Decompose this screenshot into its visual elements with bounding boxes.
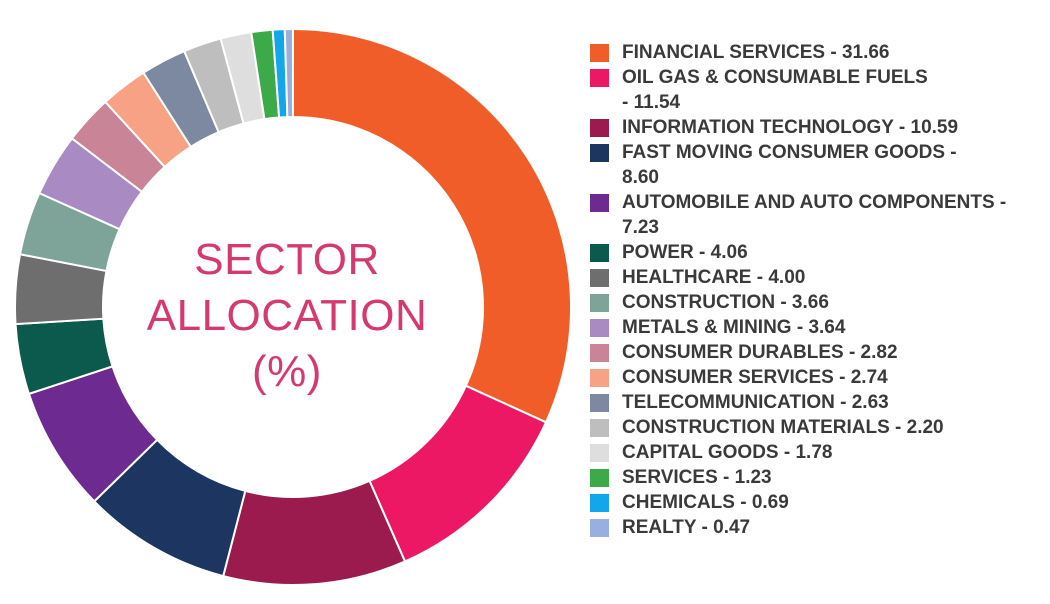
legend-item-information-technology: INFORMATION TECHNOLOGY - 10.59 [590,115,1045,140]
legend-swatch [590,269,609,287]
legend-label: CAPITAL GOODS - 1.78 [622,442,833,463]
legend-label: 8.60 [622,167,659,188]
legend-item-construction: CONSTRUCTION - 3.66 [590,290,1045,315]
legend-label: AUTOMOBILE AND AUTO COMPONENTS - [622,192,1007,213]
chart-title: SECTOR ALLOCATION (%) [112,232,462,400]
legend-item-financial-services: FINANCIAL SERVICES - 31.66 [590,40,1045,65]
legend-item-chemicals: CHEMICALS - 0.69 [590,490,1045,515]
legend-swatch [590,144,609,162]
legend-swatch [590,44,609,62]
slice-financial-services [292,27,572,424]
legend-swatch [590,394,609,412]
legend-swatch [590,469,609,487]
legend-label: FINANCIAL SERVICES - 31.66 [622,42,890,63]
legend-label: POWER - 4.06 [622,242,748,263]
legend-swatch [590,344,609,362]
chart-title-line-2: ALLOCATION [146,291,428,340]
legend-label: INFORMATION TECHNOLOGY - 10.59 [622,117,959,138]
chart-title-line-1: SECTOR [194,235,380,284]
legend-item-healthcare: HEALTHCARE - 4.00 [590,265,1045,290]
legend-item-telecommunication: TELECOMMUNICATION - 2.63 [590,390,1045,415]
legend-swatch [590,494,609,512]
legend-item-capital-goods: CAPITAL GOODS - 1.78 [590,440,1045,465]
legend-swatch [590,69,609,87]
legend-swatch [590,419,609,437]
legend-label: HEALTHCARE - 4.00 [622,267,806,288]
legend-item-services: SERVICES - 1.23 [590,465,1045,490]
legend-label: METALS & MINING - 3.64 [622,317,846,338]
legend-item-metals-mining: METALS & MINING - 3.64 [590,315,1045,340]
legend-label: CHEMICALS - 0.69 [622,492,789,513]
legend-item-power: POWER - 4.06 [590,240,1045,265]
legend-swatch [590,294,609,312]
donut-chart [14,27,572,586]
legend-label: 7.23 [622,217,659,238]
legend-item-realty: REALTY - 0.47 [590,515,1045,540]
legend-item-oil-gas-consumable-fuels: OIL GAS & CONSUMABLE FUELS - 11.54 [590,65,1045,115]
legend-label: FAST MOVING CONSUMER GOODS - [622,142,957,163]
legend-swatch [590,194,609,212]
legend-item-fast-moving-consumer-goods: FAST MOVING CONSUMER GOODS - 8.60 [590,140,1045,190]
legend-label: CONSUMER SERVICES - 2.74 [622,367,888,388]
legend-item-consumer-services: CONSUMER SERVICES - 2.74 [590,365,1045,390]
legend-swatch [590,444,609,462]
slice-realty [283,27,294,119]
legend-swatch [590,369,609,387]
legend-label: TELECOMMUNICATION - 2.63 [622,392,889,413]
legend-label: CONSUMER DURABLES - 2.82 [622,342,898,363]
legend-item-consumer-durables: CONSUMER DURABLES - 2.82 [590,340,1045,365]
legend-label: SERVICES - 1.23 [622,467,772,488]
legend-swatch [590,119,609,137]
legend-swatch [590,244,609,262]
legend-item-construction-materials: CONSTRUCTION MATERIALS - 2.20 [590,415,1045,440]
legend: FINANCIAL SERVICES - 31.66 OIL GAS & CONS… [590,40,1045,540]
slice-oil-gas-consumable-fuels [368,384,548,563]
legend-swatch [590,519,609,537]
legend-label: CONSTRUCTION - 3.66 [622,292,829,313]
legend-swatch [590,319,609,337]
legend-label: CONSTRUCTION MATERIALS - 2.20 [622,417,944,438]
legend-label: - 11.54 [622,92,681,113]
legend-label: REALTY - 0.47 [622,517,751,538]
legend-label: OIL GAS & CONSUMABLE FUELS [622,67,928,88]
chart-title-line-3: (%) [252,347,322,396]
legend-item-automobile-and-auto-components: AUTOMOBILE AND AUTO COMPONENTS - 7.23 [590,190,1045,240]
